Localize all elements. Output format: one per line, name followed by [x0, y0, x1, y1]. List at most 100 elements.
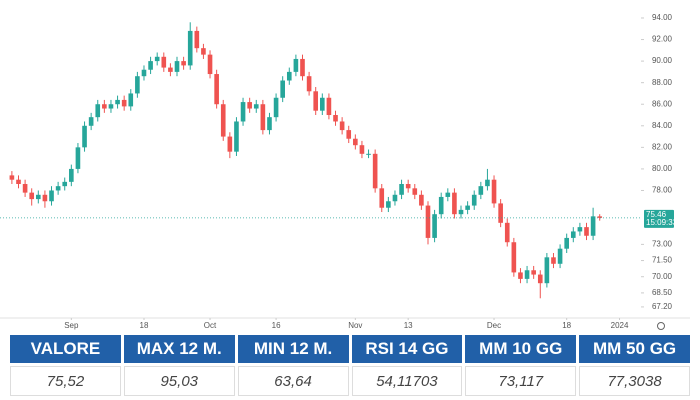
table-header: RSI 14 GG — [351, 335, 463, 363]
candle-body — [432, 214, 437, 238]
candle-body — [247, 102, 252, 109]
candle-body — [485, 179, 490, 187]
candle-body — [49, 190, 54, 202]
candle-body — [524, 270, 530, 279]
candle-body — [75, 147, 81, 169]
last-price-badge — [644, 209, 674, 228]
y-tick-label: 68.50 — [652, 288, 673, 297]
candle-body — [366, 153, 371, 155]
y-tick-label: 78.00 — [652, 186, 673, 195]
y-tick-label: 71.50 — [652, 256, 673, 265]
candle-body — [419, 194, 424, 206]
candle-body — [267, 117, 272, 131]
x-tick-label: Oct — [204, 321, 217, 330]
candle-body — [333, 115, 338, 122]
candle-body — [564, 237, 569, 249]
candle-body — [108, 104, 114, 109]
candle-body — [207, 54, 213, 75]
candle-body — [313, 91, 319, 111]
y-tick-label: 94.00 — [652, 13, 673, 22]
candle-body — [293, 58, 299, 72]
candle-body — [320, 97, 325, 111]
candle-body — [570, 231, 576, 238]
candle-body — [174, 61, 180, 72]
y-tick-label: 88.00 — [652, 78, 673, 87]
candle-body — [42, 194, 48, 202]
y-tick-label: 84.00 — [652, 121, 673, 130]
candle-body — [584, 227, 589, 236]
last-price-label: 75.46 — [646, 210, 667, 219]
candle-body — [471, 194, 477, 206]
candle-body — [227, 136, 233, 152]
candle-body — [128, 93, 134, 107]
candle-body — [55, 186, 61, 191]
candle-body — [181, 61, 186, 66]
candle-body — [102, 104, 107, 109]
candle-body — [557, 248, 563, 264]
candle-body — [273, 97, 279, 118]
candle-body — [392, 194, 398, 202]
settings-icon[interactable] — [657, 322, 665, 330]
table-cell: 73,117 — [465, 366, 577, 396]
candle-body — [214, 74, 219, 105]
candle-body — [412, 188, 418, 195]
candle-body — [154, 56, 160, 62]
x-tick-label: Sep — [64, 321, 79, 330]
y-tick-label: 86.00 — [652, 99, 673, 108]
table-header: MM 10 GG — [465, 335, 577, 363]
candle-body — [82, 125, 87, 148]
candle-body — [551, 257, 556, 264]
candle-body — [577, 227, 583, 232]
candle-body — [353, 138, 358, 146]
candle-body — [135, 76, 140, 94]
candle-body — [346, 130, 352, 139]
candle-body — [286, 71, 292, 81]
candle-body — [379, 188, 385, 208]
candle-body — [9, 175, 15, 180]
table-cell: 95,03 — [123, 366, 235, 396]
candle-body — [359, 145, 365, 154]
candle-body — [194, 30, 200, 49]
candle-body — [141, 69, 147, 77]
candle-body — [16, 179, 21, 185]
candle-body — [22, 184, 28, 193]
candle-body — [597, 216, 603, 218]
candle-body — [69, 168, 74, 182]
candle-body — [88, 117, 94, 126]
x-tick-label: Nov — [348, 321, 362, 330]
candle-body — [95, 104, 101, 118]
x-tick-label: Dec — [487, 321, 501, 330]
table-header: MIN 12 M. — [237, 335, 349, 363]
candle-body — [187, 30, 193, 66]
candle-body — [62, 181, 68, 187]
candle-body — [220, 104, 226, 137]
candle-body — [121, 99, 127, 107]
y-tick-label: 92.00 — [652, 35, 673, 44]
candle-body — [35, 194, 41, 200]
candle-body — [531, 270, 536, 275]
candle-body — [306, 76, 312, 92]
candle-body — [253, 104, 259, 109]
candle-body — [465, 205, 470, 210]
table-header: VALORE — [10, 335, 121, 363]
candle-body — [201, 48, 206, 55]
candle-body — [478, 186, 484, 195]
candle-body — [518, 272, 523, 279]
table-header: MM 50 GG — [579, 335, 690, 363]
candle-body — [115, 99, 120, 105]
candle-body — [458, 209, 464, 215]
y-tick-label: 80.00 — [652, 164, 673, 173]
last-time-label: 15:09:33 — [646, 218, 678, 227]
y-tick-label: 70.00 — [652, 272, 673, 281]
x-tick-label: 18 — [562, 321, 571, 330]
x-tick-label: 13 — [404, 321, 413, 330]
candle-body — [491, 179, 497, 204]
candle-body — [148, 61, 153, 70]
candle-body — [339, 121, 345, 131]
table-header: MAX 12 M. — [123, 335, 235, 363]
candle-body — [405, 184, 411, 189]
candle-body — [29, 192, 35, 200]
chart: 94.00 92.00 90.00 88.00 86.00 84.00 82.00 80.00… — [0, 13, 690, 330]
candle-body — [425, 205, 431, 238]
